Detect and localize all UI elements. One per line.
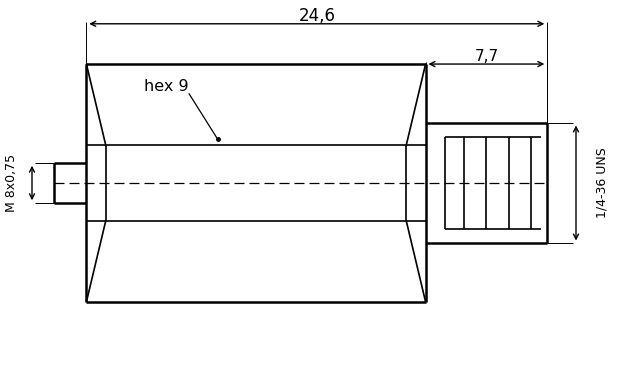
Text: 7,7: 7,7 <box>474 49 499 64</box>
Text: 1/4-36 UNS: 1/4-36 UNS <box>595 147 608 219</box>
Text: 24,6: 24,6 <box>298 7 335 26</box>
Text: M 8x0,75: M 8x0,75 <box>5 154 18 212</box>
Text: hex 9: hex 9 <box>144 79 189 93</box>
